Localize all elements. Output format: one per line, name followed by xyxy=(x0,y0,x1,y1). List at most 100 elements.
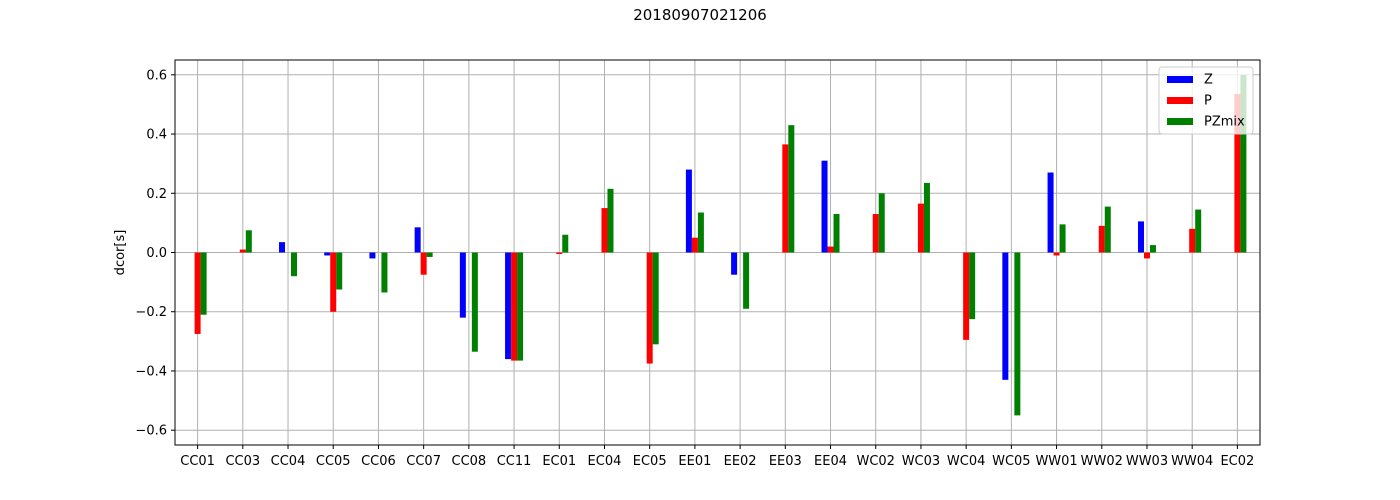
x-tick-label: CC11 xyxy=(497,454,532,469)
bar-z-cc06 xyxy=(369,252,376,259)
bar-z-cc08 xyxy=(459,252,466,318)
bar-p-wc04 xyxy=(963,252,970,340)
chart-title: 20180907021206 xyxy=(633,6,767,24)
bar-p-ec04 xyxy=(601,208,608,253)
bar-z-cc07 xyxy=(414,227,421,253)
bar-p-cc11 xyxy=(511,252,518,361)
bar-pzmix-ww02 xyxy=(1104,206,1111,253)
bar-pzmix-ee02 xyxy=(743,252,750,309)
bar-z-wc05 xyxy=(1002,252,1009,380)
bar-p-cc01 xyxy=(194,252,201,334)
x-tick-label: WC03 xyxy=(902,454,940,469)
x-tick-label: CC08 xyxy=(452,454,487,469)
x-tick-label: EE02 xyxy=(724,454,757,469)
x-tick-label: WW01 xyxy=(1035,454,1077,469)
bar-p-ee03 xyxy=(782,144,789,253)
bar-z-ee04 xyxy=(821,160,828,253)
legend-swatch-z xyxy=(1167,76,1193,83)
x-tick-label: EC05 xyxy=(633,454,667,469)
x-tick-label: WC04 xyxy=(947,454,985,469)
bar-pzmix-cc11 xyxy=(517,252,524,361)
bar-pzmix-ee04 xyxy=(833,214,840,253)
bar-pzmix-ee01 xyxy=(697,212,704,253)
bar-pzmix-wc05 xyxy=(1014,252,1021,416)
bar-pzmix-cc08 xyxy=(471,252,478,352)
bar-p-ee01 xyxy=(691,237,698,253)
y-tick-label: 0.6 xyxy=(146,68,167,83)
y-tick-label: 0.0 xyxy=(146,246,167,261)
bar-p-ww03 xyxy=(1143,252,1150,259)
x-tick-label: CC06 xyxy=(361,454,396,469)
bar-pzmix-cc05 xyxy=(336,252,343,290)
legend-swatch-p xyxy=(1167,97,1193,104)
bar-p-cc07 xyxy=(420,252,427,275)
bar-pzmix-cc03 xyxy=(245,230,252,253)
legend-box xyxy=(1158,66,1254,135)
legend: ZP PZmix xyxy=(1158,66,1254,135)
bar-p-cc03 xyxy=(239,249,246,253)
legend-swatch-pzmix xyxy=(1167,118,1193,125)
bar-p-ww02 xyxy=(1098,225,1105,253)
x-tick-label: WC02 xyxy=(856,454,894,469)
y-tick-label: −0.4 xyxy=(135,364,167,379)
x-axis: CC01 CC03 CC04 CC05 CC06 CC07 CC08 CC11 EC01 EC04… xyxy=(180,445,1254,469)
bar-pzmix-cc06 xyxy=(381,252,388,293)
y-tick-label: −0.2 xyxy=(135,305,167,320)
bar-z-ee02 xyxy=(731,252,738,275)
bar-p-cc05 xyxy=(330,252,337,312)
x-tick-label: WW02 xyxy=(1081,454,1123,469)
bar-pzmix-ww01 xyxy=(1059,224,1066,253)
bar-z-cc05 xyxy=(324,252,331,256)
bar-pzmix-ec04 xyxy=(607,188,614,253)
x-tick-label: EC04 xyxy=(588,454,622,469)
legend-label-z: Z xyxy=(1204,73,1213,88)
bar-pzmix-cc07 xyxy=(426,252,433,257)
bar-p-ww01 xyxy=(1053,252,1060,256)
x-tick-label: EC02 xyxy=(1220,454,1254,469)
bar-pzmix-ec02 xyxy=(1240,74,1247,253)
x-tick-label: WW04 xyxy=(1171,454,1213,469)
bar-pzmix-ww03 xyxy=(1149,245,1156,253)
bar-z-ww03 xyxy=(1137,221,1144,253)
bar-z-ee01 xyxy=(685,169,692,253)
x-tick-label: WC05 xyxy=(992,454,1030,469)
bar-pzmix-ww04 xyxy=(1195,209,1202,253)
x-tick-label: CC07 xyxy=(406,454,441,469)
bar-z-ww01 xyxy=(1047,172,1054,253)
x-tick-label: CC03 xyxy=(225,454,260,469)
bar-p-ec02 xyxy=(1234,94,1241,253)
bar-p-wc03 xyxy=(917,203,924,253)
y-tick-label: 0.4 xyxy=(146,128,167,143)
bar-pzmix-cc04 xyxy=(291,252,298,277)
bar-p-ww04 xyxy=(1189,228,1196,253)
bar-z-cc11 xyxy=(505,252,512,360)
y-axis: −0.6 −0.4 −0.2 0.0 0.2 0.4 0.6 xyxy=(135,68,175,439)
bar-z-cc04 xyxy=(279,242,286,253)
bar-p-ec01 xyxy=(556,252,563,254)
x-tick-label: CC04 xyxy=(271,454,306,469)
y-tick-label: 0.2 xyxy=(146,187,167,202)
x-tick-label: EC01 xyxy=(542,454,576,469)
bar-p-wc02 xyxy=(872,214,879,253)
bar-pzmix-wc03 xyxy=(923,182,930,253)
bar-pzmix-cc01 xyxy=(200,252,207,315)
bar-pzmix-ec01 xyxy=(562,234,569,253)
x-tick-label: EE04 xyxy=(814,454,847,469)
y-tick-label: −0.6 xyxy=(135,424,167,439)
x-tick-label: EE01 xyxy=(678,454,711,469)
x-tick-label: EE03 xyxy=(769,454,802,469)
bar-pzmix-ee03 xyxy=(788,125,795,253)
legend-label-pzmix: PZmix xyxy=(1204,115,1245,130)
bar-pzmix-wc02 xyxy=(878,193,885,253)
legend-label-p: P xyxy=(1204,94,1212,109)
bar-p-ee04 xyxy=(827,246,834,253)
bar-pzmix-wc04 xyxy=(969,252,976,320)
x-tick-label: CC05 xyxy=(316,454,351,469)
x-tick-label: CC01 xyxy=(180,454,215,469)
grid xyxy=(175,60,1260,445)
bar-p-ec05 xyxy=(646,252,653,364)
bars xyxy=(194,74,1247,416)
y-axis-label: dcor[s] xyxy=(113,230,128,276)
